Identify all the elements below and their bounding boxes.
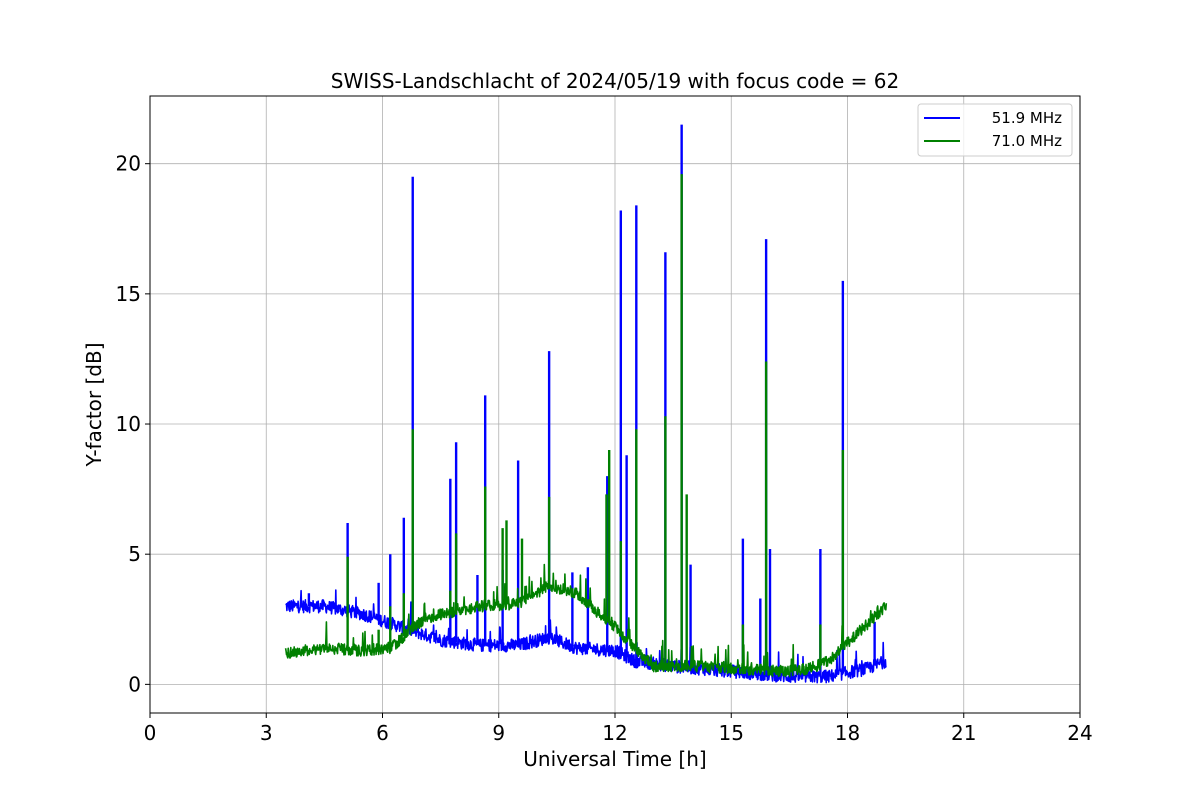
x-tick-label: 18 [835,721,860,745]
series-line-0 [285,589,887,684]
y-tick-label: 0 [128,672,141,696]
grid [149,96,1081,713]
x-tick-label: 12 [602,721,627,745]
y-tick-label: 15 [116,282,141,306]
x-tick-label: 9 [492,721,505,745]
chart-title: SWISS-Landschlacht of 2024/05/19 with fo… [331,69,899,93]
legend-label: 71.0 MHz [992,132,1062,150]
x-tick-label: 15 [719,721,744,745]
x-tick-label: 3 [260,721,273,745]
x-axis: 0 3 6 9 12 15 18 21 24 [144,713,1093,745]
x-tick-label: 0 [144,721,157,745]
x-tick-label: 6 [376,721,389,745]
y-axis-label: Y-factor [dB] [82,342,106,467]
y-tick-label: 10 [116,412,141,436]
series-line-1 [284,563,888,678]
x-axis-label: Universal Time [h] [523,747,706,771]
y-tick-label: 5 [128,542,141,566]
x-tick-label: 24 [1067,721,1092,745]
y-axis: 0 5 10 15 20 [116,152,150,696]
legend: 51.9 MHz 71.0 MHz [917,103,1073,157]
series-group [284,124,888,684]
legend-label: 51.9 MHz [992,109,1062,127]
x-tick-label: 21 [951,721,976,745]
y-tick-label: 20 [116,152,141,176]
